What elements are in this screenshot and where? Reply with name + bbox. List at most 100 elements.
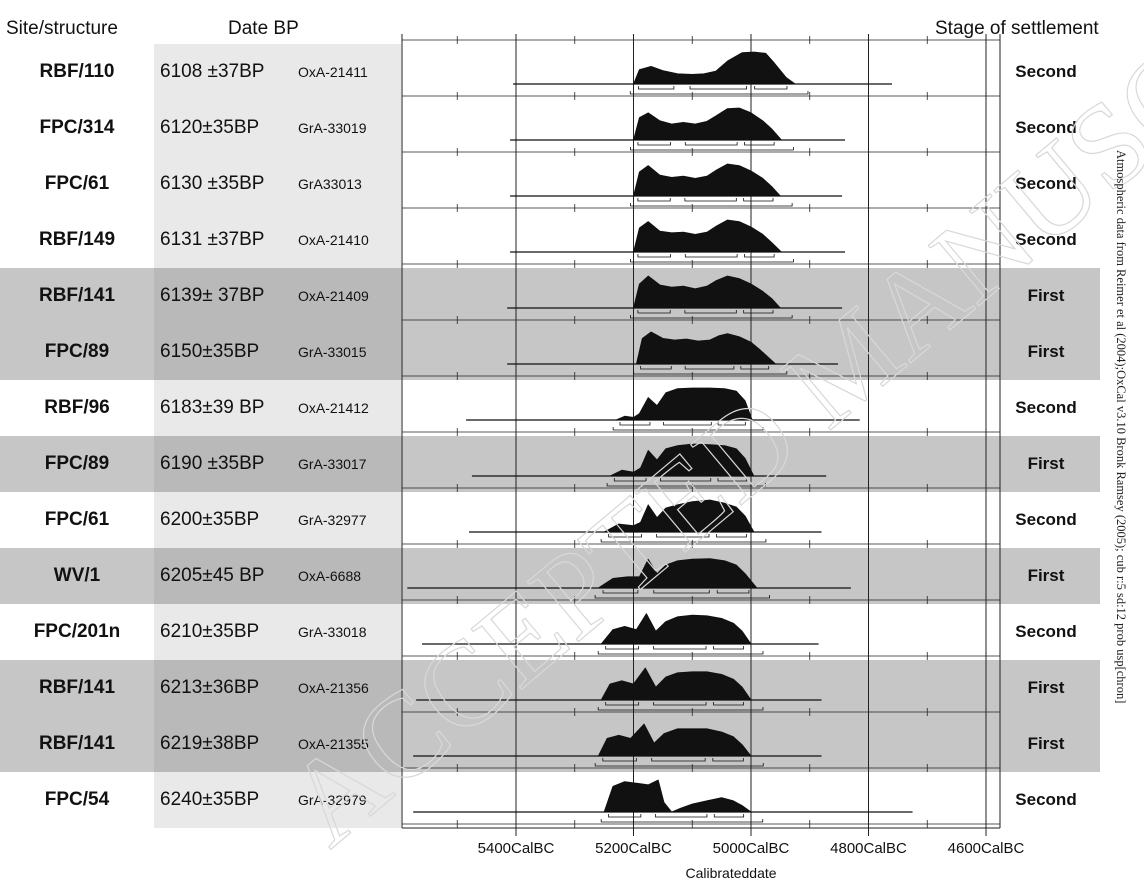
stage-label: Second (1015, 118, 1077, 137)
range-bracket (602, 590, 639, 594)
range-bracket (653, 702, 707, 706)
date-bp: 6219±38BP (160, 733, 260, 754)
date-cell-bg (154, 324, 401, 380)
date-cell-bg (154, 44, 401, 100)
range-bracket (597, 707, 764, 711)
range-bracket (600, 539, 767, 543)
range-bracket (594, 595, 770, 599)
range-bracket (684, 366, 735, 370)
range-bracket (606, 483, 766, 487)
table-row: FPC/54 6240±35BP GrA-32979 Second (0, 772, 1100, 828)
site-label: RBF/141 (38, 285, 116, 306)
range-bracket (717, 478, 748, 482)
table-row: RBF/141 6213±36BP OxA-21356 First (0, 660, 1100, 716)
site-label: RBF/149 (38, 229, 116, 250)
probability-distribution (633, 163, 781, 197)
range-bracket (637, 310, 671, 314)
range-bracket (689, 86, 747, 90)
x-tick-label: 5400CalBC (478, 840, 555, 857)
lab-code: OxA-21356 (298, 680, 369, 696)
range-bracket (717, 422, 746, 426)
table-row: RBF/149 6131 ±37BP OxA-21410 Second (0, 212, 1100, 268)
probability-distribution (633, 51, 796, 85)
lab-code: GrA-33019 (298, 120, 367, 136)
calibration-note-text: Atmospheric data from Reimer et al (2004… (1114, 150, 1128, 704)
range-bracket (597, 651, 764, 655)
lab-code: GrA33013 (298, 176, 362, 192)
range-bracket (600, 819, 764, 823)
lab-code: OxA-21412 (298, 400, 369, 416)
date-bp: 6190 ±35BP (160, 453, 265, 474)
range-bracket (684, 142, 738, 146)
range-bracket (608, 814, 642, 818)
site-label: RBF/110 (39, 61, 115, 82)
probability-distribution (615, 387, 753, 421)
range-bracket (637, 254, 671, 258)
probability-distribution (603, 499, 755, 533)
lab-code: GrA-33017 (298, 456, 367, 472)
range-bracket (684, 254, 738, 258)
range-bracket (743, 310, 774, 314)
probability-distribution (600, 613, 752, 645)
site-header: Site/structure (6, 18, 118, 39)
range-bracket (656, 534, 710, 538)
date-cell-bg (154, 268, 401, 324)
table-row: RBF/141 6139± 37BP OxA-21409 First (0, 268, 1100, 324)
table-row: FPC/61 6130 ±35BP GrA33013 Second (0, 156, 1100, 212)
probability-distribution (597, 558, 758, 589)
stage-label: First (1027, 734, 1065, 753)
stage-label: Second (1015, 230, 1077, 249)
range-bracket (713, 814, 745, 818)
range-bracket (629, 91, 809, 95)
site-label: FPC/314 (39, 117, 115, 138)
table-row: RBF/96 6183±39 BP OxA-21412 Second (0, 380, 1100, 436)
date-cell-bg (154, 100, 401, 156)
date-header: Date BP (228, 18, 299, 39)
range-bracket (743, 198, 774, 202)
probability-distribution (633, 275, 781, 309)
stage-label: First (1027, 342, 1065, 361)
range-bracket (637, 142, 671, 146)
range-bracket (659, 478, 712, 482)
site-label: FPC/61 (44, 509, 110, 530)
range-bracket (712, 758, 744, 762)
range-bracket (716, 590, 750, 594)
date-cell-bg (154, 548, 401, 604)
lab-code: GrA-32977 (298, 512, 367, 528)
table-row: FPC/201n 6210±35BP GrA-33018 Second (0, 604, 1100, 660)
range-bracket (630, 203, 793, 207)
stage-label: Second (1015, 622, 1077, 641)
table-row: FPC/314 6120±35BP GrA-33019 Second (0, 100, 1100, 156)
site-label: FPC/61 (44, 173, 110, 194)
site-label: WV/1 (53, 565, 101, 586)
date-bp: 6183±39 BP (160, 397, 265, 418)
x-axis-label: Calibrateddate (685, 865, 776, 881)
lab-code: OxA-21410 (298, 232, 369, 248)
lab-code: GrA-33015 (298, 344, 367, 360)
site-label: FPC/89 (44, 341, 110, 362)
range-bracket (594, 763, 764, 767)
site-label: FPC/201n (33, 621, 121, 642)
date-cell-bg (154, 772, 401, 828)
date-bp: 6240±35BP (160, 789, 260, 810)
date-cell-bg (154, 436, 401, 492)
stage-label: Second (1015, 174, 1077, 193)
lab-code: OxA-6688 (298, 568, 362, 584)
date-cell-bg (154, 604, 401, 660)
date-bp: 6210±35BP (160, 621, 260, 642)
stage-label: First (1027, 678, 1065, 697)
range-bracket (630, 147, 794, 151)
table-row: FPC/89 6150±35BP GrA-33015 First (0, 324, 1100, 380)
range-bracket (637, 86, 675, 90)
range-bracket (684, 310, 737, 314)
range-bracket (630, 315, 793, 319)
range-bracket (637, 198, 671, 202)
site-label: RBF/96 (44, 397, 110, 418)
x-tick-label: 4600CalBC (948, 840, 1025, 857)
range-bracket (653, 590, 710, 594)
range-bracket (754, 86, 788, 90)
stage-label: Second (1015, 510, 1077, 529)
date-cell-bg (154, 212, 401, 268)
stage-label: Second (1015, 62, 1077, 81)
